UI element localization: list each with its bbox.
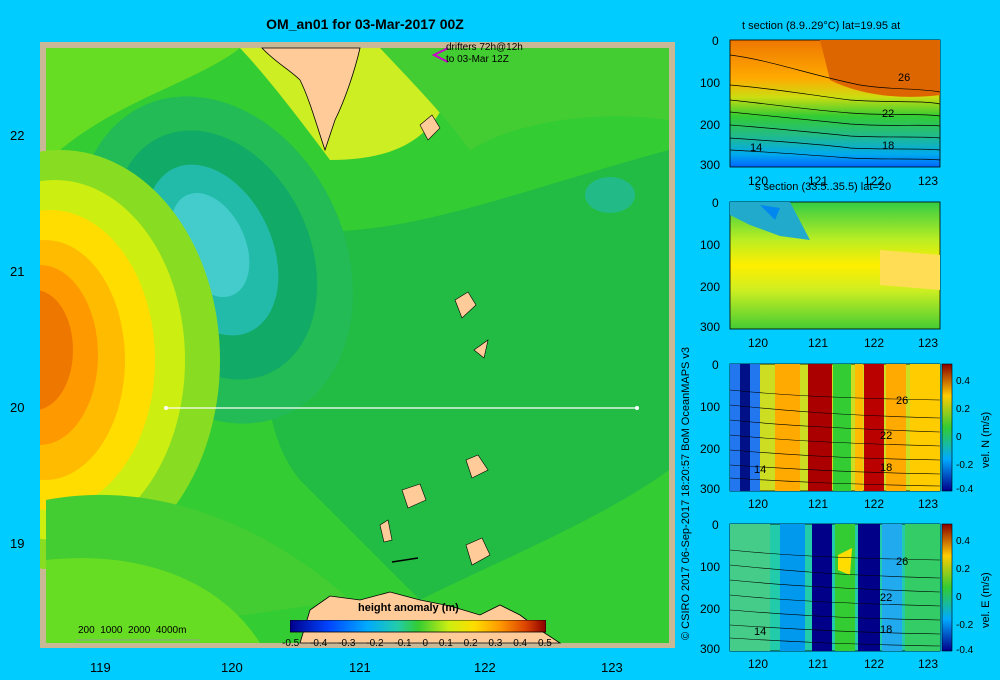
- s-section-y-tick: 300: [700, 320, 721, 334]
- s-section-x-tick: 120: [748, 336, 769, 350]
- height-anomaly-colorbar-title: height anomaly (m): [358, 602, 459, 614]
- vn-section-x-tick: 121: [808, 497, 829, 511]
- t-contour-label: 18: [882, 140, 895, 152]
- t-section-plot: [729, 39, 941, 168]
- map-x-tick: 123: [601, 660, 623, 675]
- height-anomaly-colorbar-ticks: -0.5 -0.4 -0.3 -0.2 -0.1 0 0.1 0.2 0.3 0…: [282, 638, 552, 649]
- vn-section-y-tick: 100: [700, 400, 721, 414]
- main-map-title: OM_an01 for 03-Mar-2017 00Z: [266, 16, 464, 32]
- ve-section-x-tick: 123: [918, 657, 939, 671]
- ve-section-y-tick: 0: [712, 518, 719, 532]
- t-section-x-tick: 121: [808, 174, 829, 188]
- ve-section-y-tick: 100: [700, 560, 721, 574]
- s-section-x-tick: 123: [918, 336, 939, 350]
- ve-section-x-tick: 121: [808, 657, 829, 671]
- map-y-tick: 21: [10, 264, 25, 279]
- height-anomaly-field: [40, 47, 669, 644]
- section-line: [164, 406, 639, 410]
- drifters-label-1: drifters 72h@12h: [446, 42, 523, 53]
- vel-n-section-plot: [729, 363, 953, 492]
- ve-section-x-tick: 120: [748, 657, 769, 671]
- t-section-y-tick: 200: [700, 118, 721, 132]
- ve-section-y-tick: 300: [700, 642, 721, 656]
- vn-section-y-tick: 200: [700, 442, 721, 456]
- map-x-tick: 121: [349, 660, 371, 675]
- vn-contour-label: 14: [754, 464, 767, 476]
- vn-colorbar-label: vel. N (m/s): [980, 411, 992, 468]
- s-section-y-tick: 200: [700, 280, 721, 294]
- vn-section-y-tick: 0: [712, 358, 719, 372]
- height-anomaly-colorbar: [290, 620, 546, 633]
- s-section-y-tick: 0: [712, 196, 719, 210]
- ve-contour-label: 18: [880, 624, 893, 636]
- map-y-tick: 19: [10, 536, 25, 551]
- map-y-tick: 22: [10, 128, 25, 143]
- ve-colorbar-ticks: 0.4 0.2 0 -0.2: [956, 536, 974, 631]
- map-x-tick: 119: [90, 660, 111, 675]
- depth-legend: 200 1000 2000 4000m: [78, 625, 187, 636]
- ve-contour-label: 26: [896, 556, 909, 568]
- vn-contour-label: 18: [880, 462, 893, 474]
- s-section-x-tick: 122: [864, 336, 885, 350]
- ve-contour-label: 22: [880, 592, 893, 604]
- t-contour-label: 14: [750, 142, 763, 154]
- vn-section-x-tick: 123: [918, 497, 939, 511]
- vel-e-section-plot: [729, 523, 953, 652]
- vn-contour-label: 22: [880, 430, 893, 442]
- t-section-y-tick: 100: [700, 76, 721, 90]
- s-section-y-tick: 100: [700, 238, 721, 252]
- ve-section-y-tick: 200: [700, 602, 721, 616]
- ve-colorbar-label: vel. E (m/s): [980, 572, 992, 628]
- t-contour-label: 22: [882, 108, 895, 120]
- vn-section-x-tick: 120: [748, 497, 769, 511]
- s-section-x-tick: 121: [808, 336, 829, 350]
- s-section-title: s section (33.5..35.5) lat=20: [755, 181, 892, 193]
- vn-contour-label: 26: [896, 395, 909, 407]
- ve-contour-label: 14: [754, 626, 767, 638]
- map-x-tick: 122: [474, 660, 496, 675]
- t-section-y-tick: 300: [700, 158, 721, 172]
- vn-colorbar-tick-min: -0.4: [956, 484, 974, 495]
- t-section-title: t section (8.9..29°C) lat=19.95 at: [742, 20, 901, 32]
- t-section-x-tick: 122: [864, 174, 885, 188]
- vn-section-x-tick: 122: [864, 497, 885, 511]
- t-contour-label: 26: [898, 72, 911, 84]
- map-y-tick: 20: [10, 400, 25, 415]
- t-section-y-tick: 0: [712, 34, 719, 48]
- t-section-x-tick: 120: [748, 174, 769, 188]
- drifter-marker-icon: [431, 47, 449, 63]
- ve-section-x-tick: 122: [864, 657, 885, 671]
- ve-colorbar-tick-min: -0.4: [956, 645, 974, 656]
- drifters-label-2: to 03-Mar 12Z: [446, 54, 509, 65]
- t-section-x-tick: 123: [918, 174, 939, 188]
- vn-colorbar-ticks: 0.4 0.2 0 -0.2: [956, 376, 974, 471]
- vn-section-y-tick: 300: [700, 482, 721, 496]
- s-section-plot: [729, 201, 941, 330]
- map-x-tick: 120: [221, 660, 243, 675]
